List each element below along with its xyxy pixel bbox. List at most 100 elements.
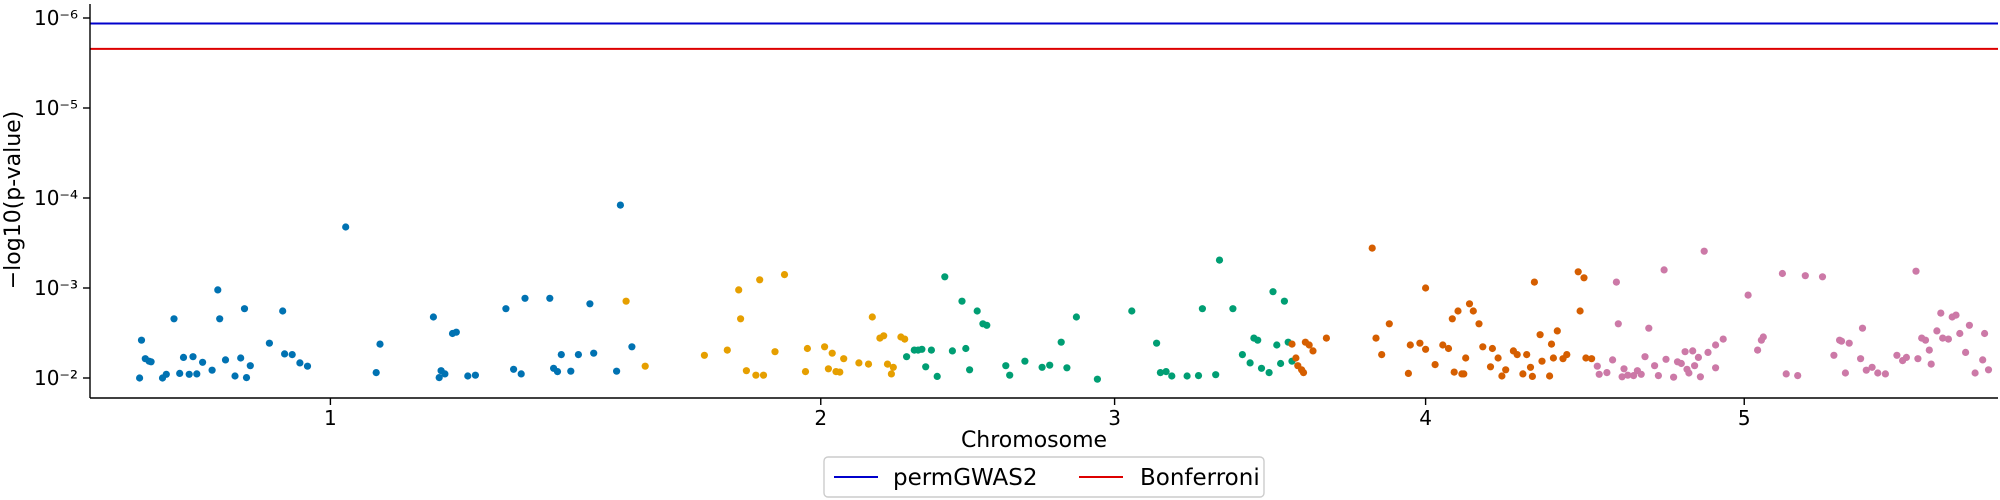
data-point-chr4 <box>1576 307 1584 315</box>
x-axis-title: Chromosome <box>961 428 1107 453</box>
data-point-chr3 <box>1198 305 1206 313</box>
data-point-chr4 <box>1588 355 1596 363</box>
data-point-chr1 <box>342 223 350 231</box>
y-axis-title: −log10(p-value) <box>1 111 26 290</box>
data-point-chr2 <box>824 365 833 373</box>
data-point-chr5 <box>1782 370 1790 378</box>
data-point-chr1 <box>193 370 201 378</box>
data-point-chr4 <box>1378 351 1386 359</box>
data-point-chr5 <box>1595 370 1603 378</box>
data-point-chr2 <box>742 367 751 375</box>
data-point-chr5 <box>1893 351 1901 359</box>
data-point-chr1 <box>376 340 384 348</box>
data-point-chr2 <box>735 286 743 294</box>
data-point-chr1 <box>237 354 245 362</box>
data-point-chr5 <box>1868 363 1876 371</box>
data-point-chr5 <box>1719 335 1727 343</box>
data-point-chr5 <box>1694 353 1702 361</box>
data-point-chr3 <box>1038 363 1046 371</box>
data-point-chr5 <box>1681 348 1689 356</box>
data-point-chr5 <box>1921 336 1930 344</box>
data-point-chr2 <box>771 348 779 356</box>
data-point-chr4 <box>1523 351 1531 359</box>
data-point-chr4 <box>1526 363 1535 371</box>
data-point-chr1 <box>231 372 239 380</box>
data-point-chr1 <box>502 305 510 313</box>
data-point-chr5 <box>1712 364 1720 372</box>
data-point-chr3 <box>1156 369 1164 377</box>
data-point-chr5 <box>1858 324 1867 332</box>
data-point-chr2 <box>840 355 848 363</box>
data-point-chr1 <box>185 370 193 378</box>
data-point-chr1 <box>553 368 562 376</box>
data-point-chr1 <box>590 349 598 357</box>
data-point-chr2 <box>803 344 812 353</box>
data-point-chr3 <box>1183 372 1191 380</box>
data-point-chr4 <box>1322 334 1330 342</box>
data-point-chr4 <box>1448 315 1456 323</box>
data-point-chr3 <box>983 321 991 329</box>
data-point-chr3 <box>948 347 957 355</box>
data-point-chr2 <box>901 335 909 343</box>
data-point-chr1 <box>147 358 155 366</box>
data-point-chr1 <box>452 328 460 336</box>
data-point-chr3 <box>1246 359 1254 367</box>
y-tick-label: 10⁻² <box>34 366 78 390</box>
data-point-chr4 <box>1574 268 1582 276</box>
data-point-chr1 <box>435 374 443 382</box>
data-point-chr5 <box>1944 335 1952 343</box>
data-point-chr3 <box>941 273 949 281</box>
data-points <box>136 201 1993 383</box>
data-point-chr1 <box>208 366 216 374</box>
data-point-chr5 <box>1952 311 1960 319</box>
data-point-chr5 <box>1614 320 1622 328</box>
data-point-chr4 <box>1462 354 1470 362</box>
data-point-chr5 <box>1662 355 1670 363</box>
data-point-chr1 <box>221 356 230 364</box>
data-point-chr5 <box>1794 372 1802 380</box>
data-point-chr3 <box>1063 364 1071 372</box>
data-point-chr3 <box>922 363 930 371</box>
data-point-chr3 <box>962 344 970 353</box>
data-point-chr4 <box>1553 327 1561 335</box>
data-point-chr5 <box>1641 353 1649 361</box>
data-point-chr1 <box>372 369 380 377</box>
x-tick-label: 2 <box>814 406 827 430</box>
data-point-chr5 <box>1744 291 1752 299</box>
data-point-chr1 <box>136 374 144 382</box>
data-point-chr1 <box>567 367 575 375</box>
data-point-chr4 <box>1469 307 1477 315</box>
data-point-chr1 <box>279 307 287 315</box>
data-point-chr5 <box>1801 272 1809 280</box>
data-point-chr5 <box>1912 267 1920 275</box>
data-point-chr1 <box>517 370 525 378</box>
data-point-chr3 <box>1072 313 1080 321</box>
data-point-chr3 <box>1229 305 1237 313</box>
data-point-chr4 <box>1422 284 1430 292</box>
data-point-chr1 <box>214 286 222 294</box>
data-point-chr5 <box>1981 329 1989 338</box>
data-point-chr4 <box>1502 366 1510 374</box>
data-point-chr1 <box>471 371 479 379</box>
data-point-chr2 <box>821 343 829 351</box>
data-point-chr5 <box>1624 371 1632 379</box>
data-point-chr4 <box>1450 368 1458 376</box>
data-point-chr5 <box>1630 372 1638 380</box>
y-tick-label: 10⁻⁵ <box>34 96 78 120</box>
data-point-chr5 <box>1691 362 1699 370</box>
data-point-chr4 <box>1475 320 1483 328</box>
data-point-chr3 <box>1162 368 1170 376</box>
data-point-chr3 <box>1021 357 1029 365</box>
data-point-chr5 <box>1927 360 1935 368</box>
legend-bonferroni-label: Bonferroni <box>1140 465 1260 491</box>
data-point-chr4 <box>1368 244 1376 252</box>
data-point-chr5 <box>1830 351 1838 359</box>
data-point-chr5 <box>1845 339 1853 347</box>
data-point-chr3 <box>1280 297 1288 305</box>
x-tick-label: 1 <box>324 406 337 430</box>
data-point-chr4 <box>1546 372 1554 380</box>
data-point-chr3 <box>1257 364 1266 372</box>
data-point-chr4 <box>1431 361 1439 369</box>
threshold-lines <box>90 22 1998 50</box>
data-point-chr4 <box>1563 351 1571 359</box>
